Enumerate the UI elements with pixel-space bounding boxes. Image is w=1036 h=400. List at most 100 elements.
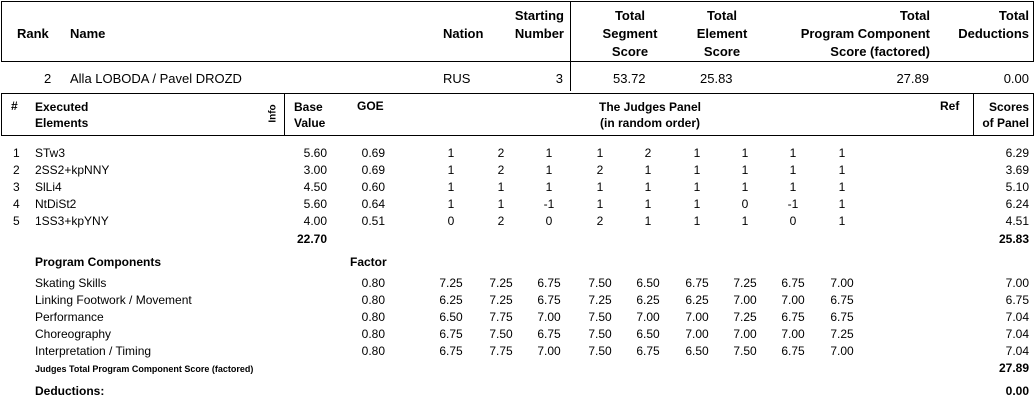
judge-score: 1 — [596, 180, 604, 194]
judge-mark: 7.50 — [588, 310, 612, 324]
judge-score: 1 — [545, 163, 553, 177]
elements-box-bottom — [1, 135, 1034, 136]
element-score: 4.51 — [1005, 214, 1029, 228]
info-header: Info — [267, 104, 279, 123]
element-name: NtDiSt2 — [35, 197, 77, 211]
judge-mark: 7.50 — [489, 327, 513, 341]
scores-of-panel-header: Scores of Panel — [982, 100, 1029, 130]
elements-box-left — [1, 93, 2, 136]
component-score: 7.04 — [1005, 344, 1029, 358]
element-goe: 0.60 — [361, 180, 385, 194]
ref-header: Ref — [940, 99, 960, 113]
component-name: Interpretation / Timing — [35, 344, 152, 358]
judge-score: 0 — [447, 214, 455, 228]
judge-mark: 7.00 — [537, 310, 561, 324]
judge-score: 1 — [497, 197, 505, 211]
judge-score: 1 — [447, 146, 455, 160]
program-components-title: Program Components — [35, 255, 162, 269]
elements-box-right — [1033, 93, 1034, 136]
element-number: 4 — [13, 197, 20, 211]
element-score: 6.24 — [1005, 197, 1029, 211]
judge-score: 2 — [497, 163, 505, 177]
judge-score: 1 — [838, 180, 846, 194]
judge-score: 1 — [644, 214, 652, 228]
skater-tss: 53.72 — [613, 71, 646, 86]
judge-score: 1 — [838, 146, 846, 160]
judge-score: 1 — [838, 197, 846, 211]
component-score: 7.04 — [1005, 327, 1029, 341]
header-bottom-border — [1, 61, 1034, 62]
num-header: # — [11, 99, 18, 113]
header-left-border — [1, 1, 2, 61]
deductions-label: Deductions: — [35, 384, 105, 398]
judge-mark: 7.00 — [733, 293, 757, 307]
judge-score: 1 — [596, 146, 604, 160]
judge-score: 1 — [741, 180, 749, 194]
judge-score: 1 — [693, 180, 701, 194]
judge-score: 2 — [596, 214, 604, 228]
judge-mark: 7.00 — [685, 310, 709, 324]
judge-mark: 7.25 — [489, 293, 513, 307]
judge-score: 1 — [838, 214, 846, 228]
judge-score: 1 — [447, 197, 455, 211]
skater-tes: 25.83 — [700, 71, 733, 86]
element-goe: 0.64 — [361, 197, 385, 211]
element-score: 5.10 — [1005, 180, 1029, 194]
judge-mark: 6.75 — [685, 276, 709, 290]
list-item: Interpretation / Timing 0.80 6.75 7.75 7.00 7… — [0, 344, 1036, 361]
judge-mark: 6.75 — [781, 344, 805, 358]
judge-score: 2 — [596, 163, 604, 177]
judge-mark: 7.25 — [439, 276, 463, 290]
element-number: 3 — [13, 180, 20, 194]
list-item: Performance 0.80 6.50 7.75 7.00 7.50 7.00 7.00 7… — [0, 310, 1036, 327]
judge-score: 1 — [741, 146, 749, 160]
pcs-total-value: 27.89 — [998, 361, 1029, 375]
judge-score: 1 — [789, 180, 797, 194]
judge-score: 1 — [789, 146, 797, 160]
judge-mark: 7.50 — [588, 344, 612, 358]
rank-header: Rank — [17, 26, 49, 41]
total-segment-score-header: Total Segment Score — [602, 8, 658, 59]
element-base-value: 5.60 — [303, 146, 327, 160]
name-header: Name — [70, 26, 106, 41]
judge-mark: 7.25 — [489, 276, 513, 290]
judge-score: 1 — [596, 197, 604, 211]
judge-score: 0 — [545, 214, 553, 228]
judge-score: 0 — [741, 197, 749, 211]
goe-header: GOE — [357, 99, 384, 113]
judge-mark: 6.75 — [830, 293, 854, 307]
judge-mark: 7.50 — [588, 276, 612, 290]
component-factor: 0.80 — [361, 327, 385, 341]
info-divider — [284, 93, 285, 136]
judge-score: 0 — [789, 214, 797, 228]
pcs-total-label: Judges Total Program Component Score (fa… — [35, 364, 254, 374]
judge-mark: 6.25 — [439, 293, 463, 307]
header-divider — [570, 1, 571, 91]
judge-mark: 7.50 — [588, 327, 612, 341]
component-name: Skating Skills — [35, 276, 107, 290]
judge-mark: 7.00 — [830, 344, 854, 358]
factor-header: Factor — [350, 255, 387, 269]
element-score: 3.69 — [1005, 163, 1029, 177]
elements-box-top — [1, 93, 1034, 94]
judge-score: 1 — [741, 163, 749, 177]
judge-score: 1 — [447, 180, 455, 194]
judge-mark: 6.75 — [636, 344, 660, 358]
element-base-value: 5.60 — [303, 197, 327, 211]
judge-mark: 6.75 — [830, 310, 854, 324]
element-base-value: 3.00 — [303, 163, 327, 177]
judge-score: 1 — [497, 180, 505, 194]
judge-mark: 6.75 — [439, 327, 463, 341]
total-element-score-header: Total Element Score — [696, 8, 748, 59]
total-deductions-header: Total Deductions — [958, 8, 1029, 41]
judge-score: 1 — [545, 180, 553, 194]
skater-name: Alla LOBODA / Pavel DROZD — [70, 71, 242, 86]
judge-score: 1 — [644, 163, 652, 177]
total-pcs-header: Total Program Component Score (factored) — [800, 8, 930, 59]
judge-mark: 6.25 — [685, 293, 709, 307]
table-row: 3 SlLi4 4.50 0.60 1 1 1 1 1 1 1 1 1 5.10 — [0, 180, 1036, 197]
element-base-value: 4.50 — [303, 180, 327, 194]
component-factor: 0.80 — [361, 344, 385, 358]
component-score: 7.04 — [1005, 310, 1029, 324]
list-item: Choreography 0.80 6.75 7.50 6.75 7.50 6.50 7.00… — [0, 327, 1036, 344]
